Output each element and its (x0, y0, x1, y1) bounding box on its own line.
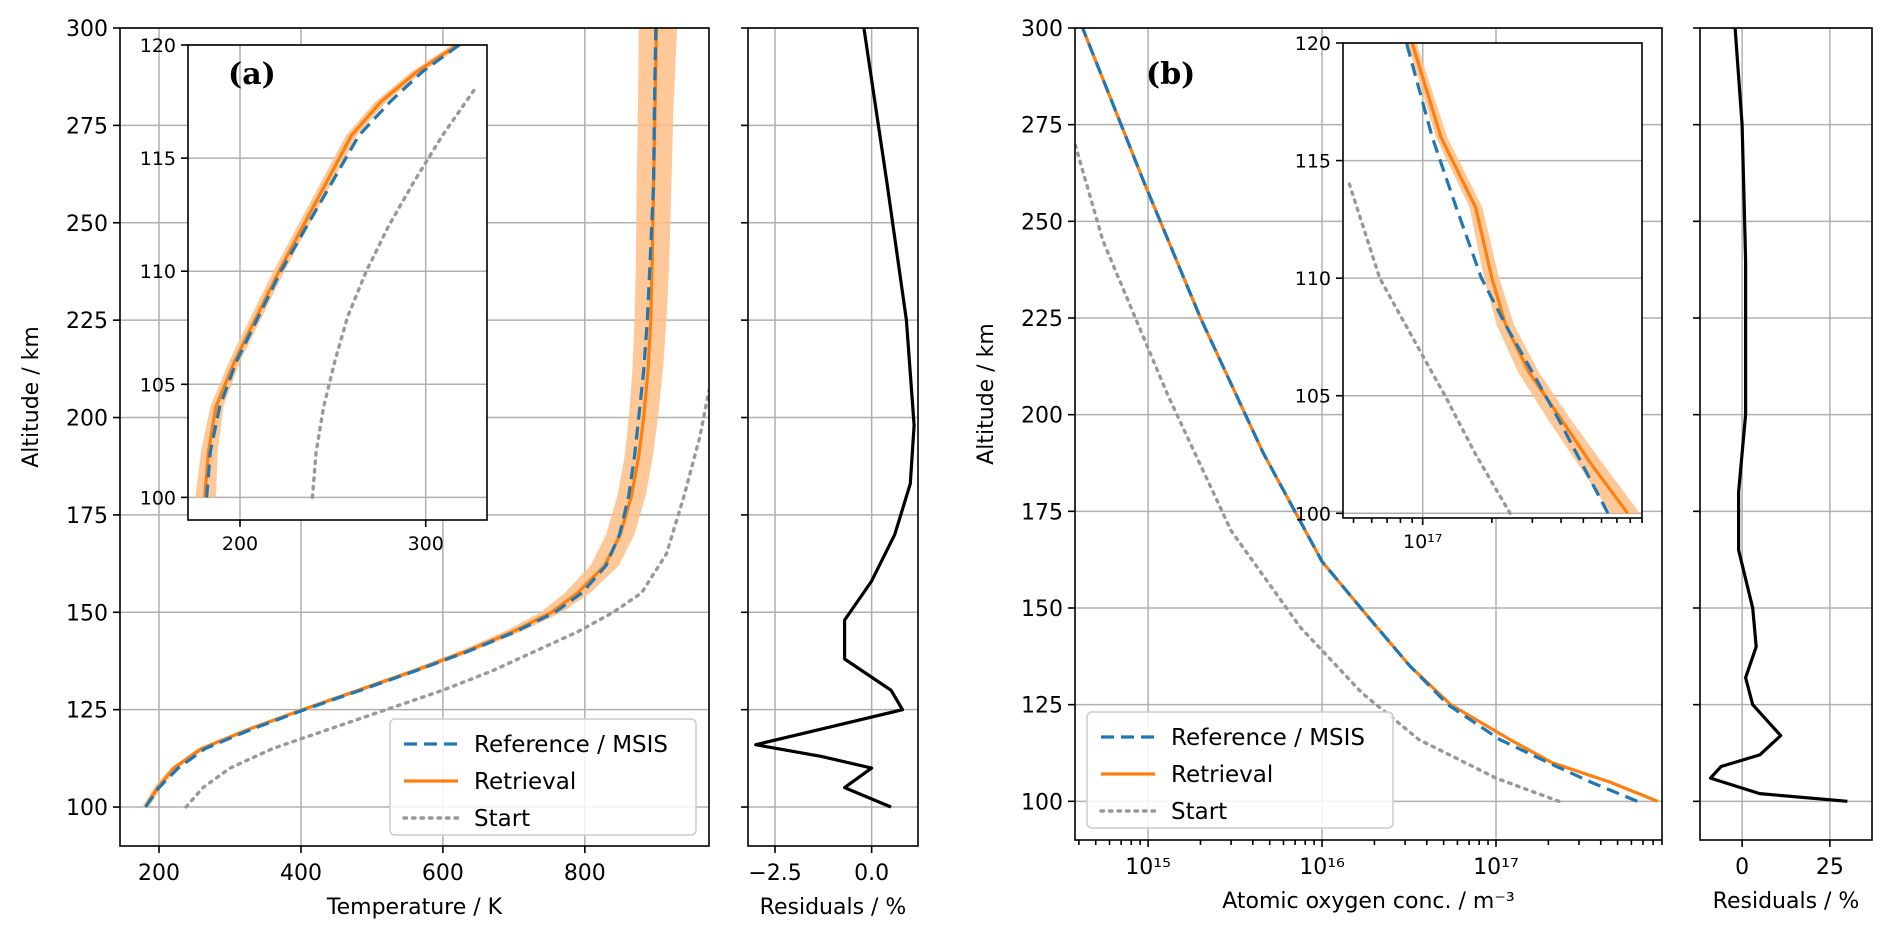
plot-a-inset: 200 300 100 105 110 115 120 (140, 35, 488, 555)
x-axis-label: Temperature / K (326, 895, 503, 920)
y-tick-label: 275 (1021, 114, 1063, 139)
y-tick-label: 100 (66, 796, 108, 821)
y-tick-label: 225 (1021, 307, 1063, 332)
series-group (195, 45, 476, 500)
y-tick-label: 110 (1295, 268, 1331, 290)
y-tick-label: 100 (1021, 790, 1063, 815)
y-tick-label: 105 (140, 374, 176, 396)
retrieval-uncertainty-band (1407, 43, 1640, 514)
axes-frame (119, 27, 710, 847)
y-tick-label: 120 (140, 35, 176, 57)
legend-label-start: Start (474, 806, 530, 832)
x-tick-label: −2.5 (748, 861, 801, 886)
series-line-reference-msis (205, 45, 461, 498)
legend-label-reference: Reference / MSIS (474, 732, 668, 758)
legend-box (389, 718, 697, 836)
series-line-residuals (754, 28, 916, 809)
y-tick-label: 300 (1021, 17, 1063, 42)
y-tick-label: 150 (66, 601, 108, 626)
x-axis-label: Residuals / % (760, 895, 907, 920)
series-line-reference-msis (1404, 43, 1610, 515)
y-tick-label: 125 (66, 699, 108, 724)
legend-label-start: Start (1171, 799, 1227, 825)
y-tick-label: 110 (140, 261, 176, 283)
y-tick-label: 125 (1021, 694, 1063, 719)
y-tick-label: 250 (66, 212, 108, 237)
series-line-start (310, 88, 476, 500)
y-tick-label: 225 (66, 309, 108, 334)
y-axis-label: Altitude / km (974, 323, 999, 465)
plot-a-residuals: −2.5 0.0 Residuals / % (741, 27, 919, 920)
x-tick-label: 25 (1816, 855, 1844, 880)
y-tick-label: 100 (1295, 503, 1331, 525)
legend-label-retrieval: Retrieval (474, 769, 576, 795)
plot-background (1700, 28, 1872, 840)
axes-frame (747, 27, 919, 847)
series-group (754, 28, 916, 809)
x-tick-label: 10¹⁷ (1403, 531, 1442, 553)
y-tick-label: 115 (1295, 151, 1331, 173)
series-line-retrieval (203, 45, 459, 498)
x-tick-label: 0 (1735, 855, 1749, 880)
axes-frame (1074, 27, 1663, 841)
y-tick-label: 200 (1021, 404, 1063, 429)
series-group (1347, 43, 1640, 515)
y-tick-label: 175 (66, 504, 108, 529)
x-tick-label: 200 (222, 533, 258, 555)
y-tick-label: 120 (1295, 33, 1331, 55)
y-tick-label: 175 (1021, 500, 1063, 525)
x-tick-label: 800 (564, 861, 606, 886)
x-tick-label: 10¹⁵ (1125, 855, 1171, 880)
x-tick-label: 10¹⁷ (1473, 855, 1519, 880)
plot-b-inset: 10¹⁷ 100 105 110 115 120 (1295, 33, 1643, 553)
legend-label-reference: Reference / MSIS (1171, 725, 1365, 751)
panel-label-a: (a) (228, 57, 276, 92)
series-line-retrieval (144, 28, 659, 808)
series-line-retrieval (1410, 43, 1629, 515)
y-axis-label: Altitude / km (19, 326, 44, 468)
legend: Reference / MSIS Retrieval Start (1086, 711, 1394, 829)
x-tick-label: 300 (408, 533, 444, 555)
axes-frame (187, 44, 488, 521)
y-tick-label: 115 (140, 148, 176, 170)
plot-b-residuals: 0 25 Residuals / % (1693, 27, 1873, 914)
y-tick-label: 100 (140, 487, 176, 509)
series-group (1708, 28, 1848, 803)
series-line-residuals (1708, 28, 1848, 803)
x-axis-label: Residuals / % (1713, 889, 1860, 914)
retrieval-uncertainty-band (142, 28, 678, 807)
y-tick-label: 150 (1021, 597, 1063, 622)
y-tick-label: 300 (66, 17, 108, 42)
legend-label-retrieval: Retrieval (1171, 762, 1273, 788)
axes-frame (1699, 27, 1873, 841)
x-tick-label: 10¹⁶ (1299, 855, 1345, 880)
series-line-start (1075, 142, 1561, 803)
panel-label-b: (b) (1146, 57, 1195, 92)
plot-background (748, 28, 918, 846)
x-tick-label: 400 (280, 861, 322, 886)
series-line-reference-msis (1081, 28, 1639, 803)
y-tick-label: 250 (1021, 210, 1063, 235)
x-tick-label: 0.0 (854, 861, 889, 886)
series-group (142, 28, 709, 809)
legend: Reference / MSIS Retrieval Start (389, 718, 697, 836)
axes-frame (1342, 42, 1643, 519)
y-tick-label: 275 (66, 114, 108, 139)
x-axis-label: Atomic oxygen conc. / m⁻³ (1222, 889, 1515, 914)
y-tick-label: 105 (1295, 386, 1331, 408)
y-tick-label: 200 (66, 407, 108, 432)
x-tick-label: 200 (138, 861, 180, 886)
series-group (1075, 28, 1659, 803)
legend-box (1086, 711, 1394, 829)
x-tick-label: 600 (422, 861, 464, 886)
plot-background (188, 45, 487, 520)
